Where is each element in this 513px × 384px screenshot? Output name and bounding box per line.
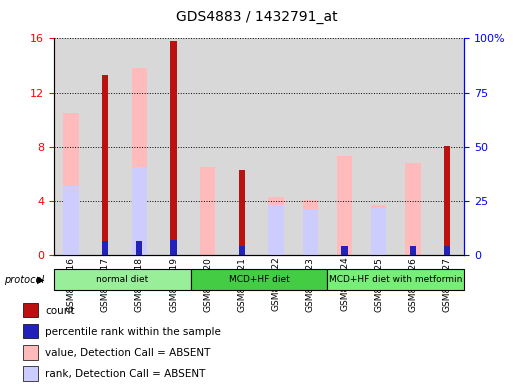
Bar bbox=[102, 241, 108, 255]
Bar bbox=[63, 186, 78, 255]
Text: protocol: protocol bbox=[4, 275, 44, 285]
Bar bbox=[259, 38, 293, 255]
Bar bbox=[362, 38, 396, 255]
Bar bbox=[132, 167, 147, 255]
Bar bbox=[88, 38, 122, 255]
Bar bbox=[136, 241, 143, 255]
Bar bbox=[396, 38, 430, 255]
Bar bbox=[54, 269, 191, 290]
Bar bbox=[303, 209, 318, 255]
Bar bbox=[444, 246, 450, 255]
Bar bbox=[337, 156, 352, 255]
Bar bbox=[170, 240, 176, 255]
Bar bbox=[23, 324, 38, 338]
Bar bbox=[293, 38, 327, 255]
Text: GDS4883 / 1432791_at: GDS4883 / 1432791_at bbox=[175, 10, 338, 23]
Bar bbox=[102, 75, 108, 255]
Bar bbox=[239, 247, 245, 255]
Bar bbox=[371, 205, 386, 255]
Bar bbox=[342, 246, 348, 255]
Bar bbox=[132, 68, 147, 255]
Text: MCD+HF diet: MCD+HF diet bbox=[229, 275, 289, 284]
Bar bbox=[23, 366, 38, 381]
Bar bbox=[327, 269, 464, 290]
Bar bbox=[327, 38, 362, 255]
Text: MCD+HF diet with metformin: MCD+HF diet with metformin bbox=[329, 275, 463, 284]
Bar bbox=[303, 200, 318, 255]
Bar bbox=[156, 38, 191, 255]
Bar bbox=[268, 197, 284, 255]
Bar bbox=[191, 38, 225, 255]
Bar bbox=[170, 41, 176, 255]
Bar bbox=[430, 38, 464, 255]
Bar bbox=[405, 163, 421, 255]
Bar bbox=[225, 38, 259, 255]
Bar bbox=[23, 345, 38, 359]
Bar bbox=[63, 113, 78, 255]
Bar bbox=[200, 167, 215, 255]
Bar bbox=[444, 146, 450, 255]
Text: rank, Detection Call = ABSENT: rank, Detection Call = ABSENT bbox=[45, 369, 206, 379]
Bar bbox=[191, 269, 327, 290]
Bar bbox=[122, 38, 156, 255]
Bar bbox=[23, 303, 38, 317]
Text: count: count bbox=[45, 306, 75, 316]
Bar bbox=[410, 246, 416, 255]
Bar bbox=[371, 208, 386, 255]
Bar bbox=[268, 205, 284, 255]
Text: normal diet: normal diet bbox=[96, 275, 148, 284]
Bar bbox=[54, 38, 88, 255]
Bar bbox=[239, 170, 245, 255]
Text: percentile rank within the sample: percentile rank within the sample bbox=[45, 327, 221, 337]
Text: ▶: ▶ bbox=[37, 275, 45, 285]
Text: value, Detection Call = ABSENT: value, Detection Call = ABSENT bbox=[45, 348, 211, 358]
